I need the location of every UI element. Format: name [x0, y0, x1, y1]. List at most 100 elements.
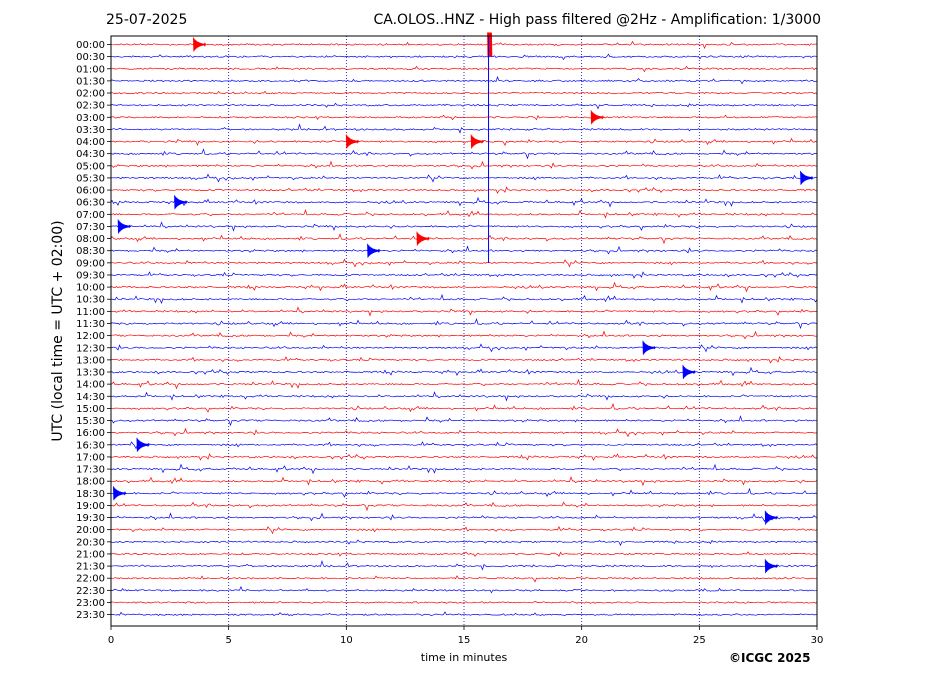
trace-1200 [110, 330, 818, 340]
trace-1900 [111, 501, 817, 512]
trace-1030 [110, 293, 818, 304]
y-tick-label: 03:00 [76, 113, 105, 124]
trace-2230 [110, 585, 818, 594]
y-tick-label: 04:30 [76, 149, 105, 160]
y-tick-label: 12:00 [76, 331, 105, 342]
event-marker [367, 243, 381, 258]
y-tick-label: 00:30 [76, 52, 105, 63]
x-axis-label: time in minutes [420, 651, 508, 664]
y-tick-label: 21:30 [76, 562, 105, 573]
trace-2000 [110, 525, 818, 535]
y-tick-label: 06:00 [76, 186, 105, 197]
event-marker [642, 340, 656, 355]
x-axis: 0 5 10 15 20 25 30 [108, 626, 824, 646]
trace-0330 [110, 123, 818, 134]
y-tick-label: 01:00 [76, 64, 105, 75]
y-tick-label: 19:00 [76, 501, 105, 512]
y-tick-label: 05:30 [76, 173, 105, 184]
event-marker [345, 134, 360, 149]
date-label: 25-07-2025 [106, 12, 188, 28]
trace-0630 [110, 196, 818, 208]
y-tick-label: 09:00 [76, 258, 105, 269]
trace-1800 [110, 476, 818, 487]
y-tick-label: 02:00 [76, 89, 105, 100]
event-marker [682, 364, 696, 380]
y-tick-label: 12:30 [76, 343, 105, 354]
trace-1400 [110, 378, 818, 390]
y-tick-label: 11:00 [76, 307, 105, 318]
y-tick-label: 22:30 [76, 586, 105, 597]
trace-0800 [110, 233, 818, 245]
y-tick-label: 10:00 [76, 283, 105, 294]
y-tick-label: 13:00 [76, 355, 105, 366]
y-tick-label: 05:00 [76, 161, 105, 172]
trace-2200 [110, 575, 817, 583]
x-tick-label: 5 [225, 635, 231, 646]
y-tick-label: 09:30 [76, 270, 105, 281]
event-marker [764, 510, 778, 525]
trace-1330 [110, 366, 818, 377]
trace-2030 [110, 539, 818, 547]
trace-1100 [111, 306, 818, 317]
y-tick-label: 14:30 [76, 392, 105, 403]
event-marker [113, 486, 127, 501]
trace-0900 [110, 258, 817, 268]
y-tick-label: 10:30 [76, 295, 105, 306]
x-tick-label: 30 [811, 635, 824, 646]
trace-0130 [110, 76, 818, 85]
x-tick-label: 0 [108, 635, 114, 646]
y-tick-label: 20:30 [76, 537, 105, 548]
event-marker [136, 437, 150, 452]
x-tick-label: 15 [458, 635, 471, 646]
copyright-label: ©ICGC 2025 [729, 651, 811, 665]
event-marker [174, 195, 188, 210]
trace-0100 [111, 65, 818, 73]
trace-1000 [110, 281, 818, 293]
trace-group [110, 40, 818, 617]
y-tick-label: 15:30 [76, 416, 105, 427]
event-marker [800, 170, 814, 185]
x-tick-label: 25 [693, 635, 706, 646]
y-tick-label: 03:30 [76, 125, 105, 136]
y-tick-label: 17:30 [76, 465, 105, 476]
y-tick-label: 14:00 [76, 380, 105, 391]
y-tick-label: 20:00 [76, 525, 105, 536]
trace-1930 [110, 512, 818, 523]
event-marker [590, 110, 604, 125]
y-tick-label: 06:30 [76, 198, 105, 209]
trace-1130 [110, 318, 818, 330]
chart-title: CA.OLOS..HNZ - High pass filtered @2Hz -… [373, 12, 821, 28]
y-tick-label: 16:30 [76, 440, 105, 451]
y-tick-label: 22:00 [76, 574, 105, 585]
y-tick-label: 13:30 [76, 368, 105, 379]
y-tick-label: 08:30 [76, 246, 105, 257]
event-marker [193, 37, 207, 52]
y-tick-label: 07:00 [76, 210, 105, 221]
trace-0830 [110, 245, 818, 255]
y-tick-label: 23:30 [76, 610, 105, 621]
y-tick-label: 21:00 [76, 549, 105, 560]
event-marker [416, 231, 430, 246]
y-tick-label: 18:30 [76, 489, 105, 500]
y-tick-label: 11:30 [76, 319, 105, 330]
trace-2300 [110, 601, 818, 604]
event-marker [470, 134, 484, 149]
trace-2330 [110, 611, 818, 617]
event-marker [117, 219, 131, 234]
event-marker [764, 559, 778, 574]
y-tick-label: 04:00 [76, 137, 105, 148]
y-tick-label: 00:00 [76, 40, 105, 51]
y-tick-label: 18:00 [76, 477, 105, 488]
y-tick-label: 23:00 [76, 598, 105, 609]
x-tick-label: 20 [575, 635, 588, 646]
y-tick-label: 08:00 [76, 234, 105, 245]
event-group [113, 32, 814, 574]
trace-0730 [110, 221, 818, 232]
trace-2100 [110, 551, 818, 558]
y-tick-label: 02:30 [76, 101, 105, 112]
y-tick-label: 19:30 [76, 513, 105, 524]
trace-2130 [111, 560, 818, 571]
trace-0000 [110, 40, 818, 50]
